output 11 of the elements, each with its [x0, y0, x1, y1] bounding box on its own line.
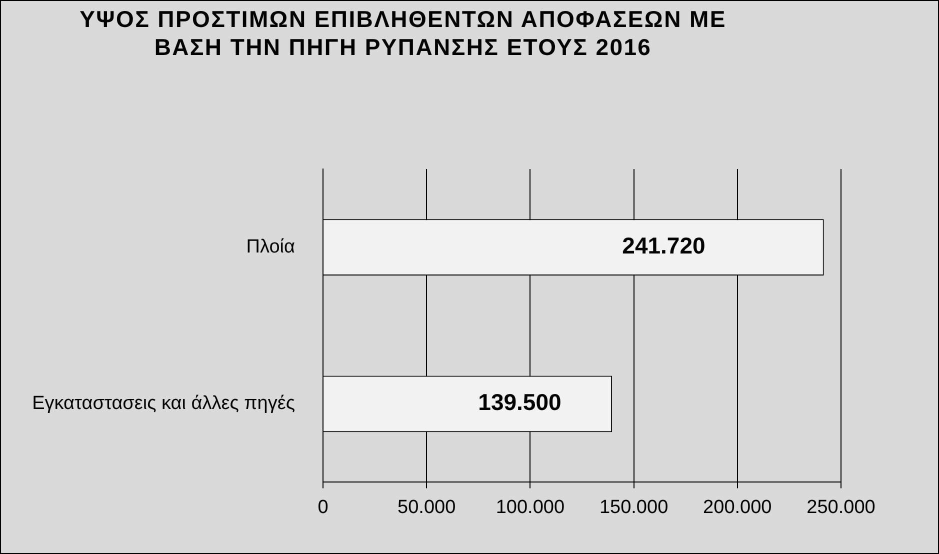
x-tick-label: 250.000 — [806, 496, 876, 518]
x-tick-label: 50.000 — [398, 496, 456, 518]
x-tick-label: 150.000 — [599, 496, 668, 518]
y-tick-label: Εγκαταστασεις και άλλες πηγές — [32, 393, 295, 414]
data-label: 139.500 — [478, 389, 562, 416]
chart-title: ΥΨΟΣ ΠΡΟΣΤΙΜΩΝ ΕΠΙΒΛΗΘΕΝΤΩΝ ΑΠΟΦΑΣΕΩΝ ΜΕ ΒΑΣΗ ΤΗΝ ΠΗΓΗ ΡΥΠΑΝΣΗΣ ΕΤΟΥΣ 2016 — [78, 5, 728, 61]
x-tick-label: 100.000 — [496, 496, 565, 518]
data-label: 241.720 — [622, 232, 706, 259]
y-tick-label: Πλοία — [246, 236, 296, 258]
x-tick-label: 200.000 — [703, 496, 772, 518]
x-tick-label: 0 — [318, 496, 328, 518]
